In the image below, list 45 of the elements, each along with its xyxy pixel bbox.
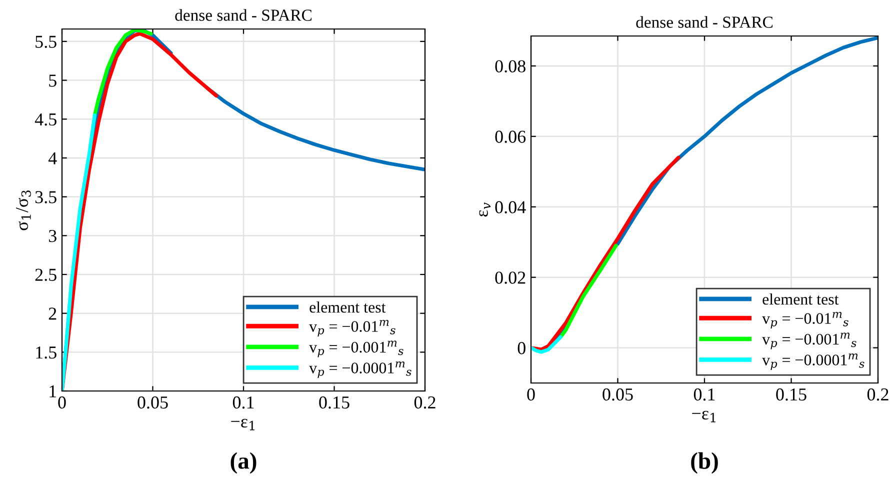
y-tick-label: 2.5 — [35, 268, 56, 281]
y-tick-label: 0 — [518, 342, 526, 354]
y-axis-title: ε$_{v}$ — [479, 202, 491, 217]
x-axis-title: −ε$_{1}$ — [692, 410, 716, 422]
x-tick-label: 0 — [58, 396, 66, 409]
text: (a) — [230, 452, 256, 474]
y-tick-label: 5 — [49, 74, 56, 87]
y-tick-label: 4.5 — [34, 113, 56, 126]
x-tick-label: 0.2 — [414, 396, 436, 409]
chart-title: dense sand - SPARC — [175, 9, 312, 21]
x-tick-label: 0.15 — [776, 388, 806, 401]
legend-label: v$_{p}$ = −0.0001$^{m}$$_{s}$ — [309, 361, 412, 378]
y-tick-label: 4 — [48, 152, 57, 164]
line-series — [62, 113, 96, 391]
line-series — [531, 335, 562, 354]
line-series — [558, 244, 618, 340]
legend-label: v$_{p}$ = −0.001$^{m}$$_{s}$ — [309, 340, 404, 358]
legend-label: element test — [310, 301, 386, 313]
y-tick-label: 0.02 — [495, 272, 526, 284]
x-tick-label: 0.1 — [232, 396, 254, 409]
x-tick-label: 0 — [527, 388, 535, 401]
y-tick-label: 3 — [48, 230, 56, 242]
x-tick-label: 0.05 — [602, 388, 633, 401]
y-tick-label: 3.5 — [35, 191, 56, 204]
x-tick-label: 0.1 — [694, 388, 715, 401]
legend-label: v$_{p}$ = −0.01$^{m}$$_{s}$ — [309, 320, 396, 336]
y-tick-label: 1.5 — [36, 346, 56, 359]
legend-label: v$_{p}$ = −0.01$^{m}$$_{s}$ — [762, 312, 848, 328]
line-series — [531, 156, 680, 352]
text: (b) — [691, 452, 718, 474]
chart-title: dense sand - SPARC — [636, 16, 772, 28]
x-tick-label: 0.05 — [138, 396, 168, 409]
legend-label: v$_{p}$ = −0.0001$^{m}$$_{s}$ — [762, 353, 864, 370]
y-tick-label: 2 — [48, 308, 56, 320]
y-tick-label: 5.5 — [36, 36, 56, 48]
y-tick-label: 0.08 — [495, 60, 526, 72]
legend-label: element test — [762, 293, 839, 305]
x-axis-title: −ε$_{1}$ — [231, 418, 254, 430]
legend-label: v$_{p}$ = −0.001$^{m}$$_{s}$ — [762, 332, 856, 350]
y-tick-label: 0.06 — [495, 130, 526, 143]
x-tick-label: 0.2 — [867, 388, 888, 401]
y-tick-label: 1 — [50, 385, 56, 398]
y-tick-label: 0.04 — [495, 201, 526, 214]
x-tick-label: 0.15 — [319, 396, 350, 409]
y-axis-title: σ$_{1}$/σ$_{3}$ — [16, 190, 31, 230]
